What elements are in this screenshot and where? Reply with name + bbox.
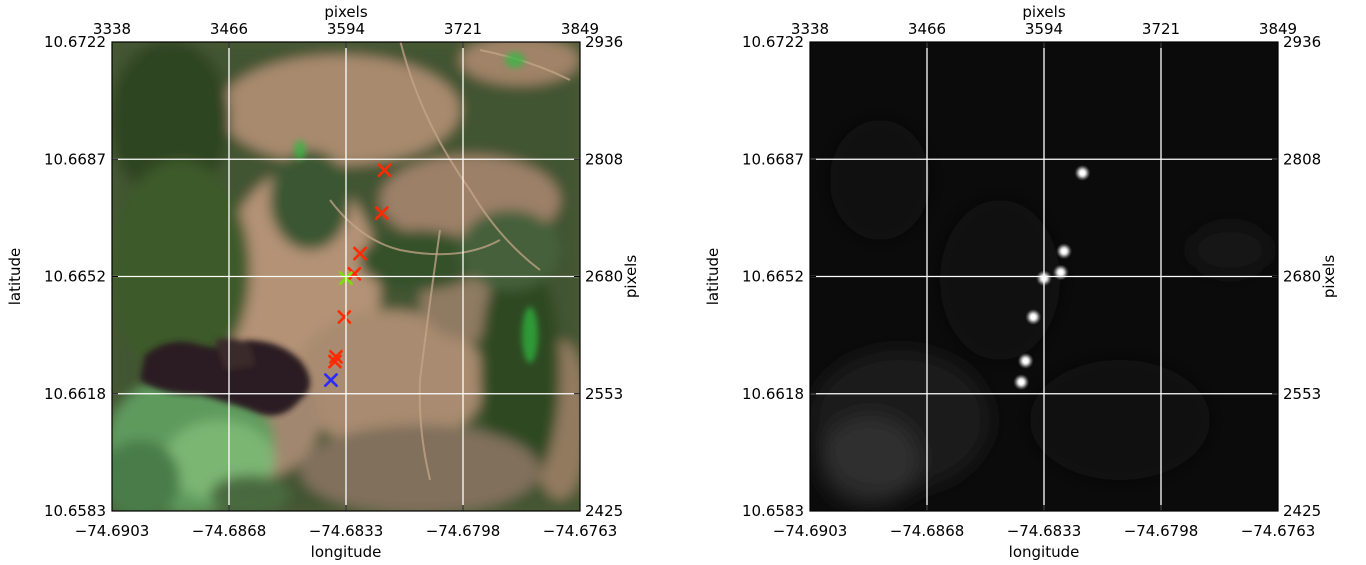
right-tick-label: 2680 (585, 268, 623, 286)
bottom-tick-label: −74.6763 (543, 522, 618, 540)
bottom-axis-label: longitude (311, 543, 382, 561)
grid-lines (810, 42, 1278, 511)
satellite-panel: 3338 3466 3594 3721 3849 pixels −74.6903 −74.68… (6, 3, 640, 561)
satellite-image (112, 42, 580, 511)
top-tick-label: 3466 (908, 20, 946, 38)
top-axis-label: pixels (324, 3, 368, 21)
bright-spot-core (1018, 379, 1024, 385)
right-axis-label: pixels (1320, 255, 1338, 299)
bright-spot-core (1061, 248, 1067, 254)
bottom-tick-label: −74.6798 (426, 522, 501, 540)
bottom-tick-label: −74.6833 (1007, 522, 1082, 540)
top-tick-label: 3849 (561, 20, 599, 38)
top-tick-label: 3594 (327, 20, 365, 38)
bottom-tick-label: −74.6763 (1241, 522, 1316, 540)
bottom-tick-label: −74.6798 (1124, 522, 1199, 540)
bottom-tick-label: −74.6903 (773, 522, 848, 540)
axes-labels: 3338 3466 3594 3721 3849 pixels −74.6903 −74.68… (704, 3, 1338, 561)
left-tick-label: 10.6652 (742, 268, 804, 286)
left-axis-label: latitude (6, 248, 24, 306)
right-tick-label: 2425 (585, 502, 623, 520)
left-axis-label: latitude (704, 248, 722, 306)
right-tick-label: 2553 (585, 385, 623, 403)
left-tick-label: 10.6583 (742, 502, 804, 520)
x-marker (324, 373, 338, 388)
bright-spot-layer (1013, 164, 1091, 391)
x-marker-stroke (337, 310, 352, 324)
top-tick-label: 3849 (1259, 20, 1297, 38)
left-tick-label: 10.6722 (44, 33, 106, 51)
x-marker (377, 163, 392, 178)
right-axis-label: pixels (622, 255, 640, 299)
marker-layer (324, 163, 392, 388)
left-tick-label: 10.6618 (44, 385, 106, 403)
bottom-tick-label: −74.6903 (75, 522, 150, 540)
left-tick-label: 10.6618 (742, 385, 804, 403)
axes-labels: 3338 3466 3594 3721 3849 pixels −74.6903 −74.68… (6, 3, 640, 561)
right-tick-label: 2425 (1283, 502, 1321, 520)
top-tick-label: 3721 (1142, 20, 1180, 38)
x-marker-stroke (374, 206, 389, 220)
right-tick-label: 2808 (585, 150, 623, 168)
x-marker-stroke (377, 163, 392, 178)
bright-spot-core (1030, 314, 1036, 320)
x-marker (353, 246, 367, 261)
grid-lines (112, 42, 580, 511)
x-marker-stroke (347, 266, 362, 281)
bottom-tick-label: −74.6868 (192, 522, 267, 540)
top-tick-label: 3466 (210, 20, 248, 38)
x-marker (347, 266, 362, 281)
right-tick-label: 2936 (585, 33, 623, 51)
bright-spot-core (1058, 269, 1064, 276)
right-tick-label: 2936 (1283, 33, 1321, 51)
left-tick-label: 10.6687 (742, 150, 804, 168)
x-marker (374, 206, 389, 220)
bright-spot-core (1023, 358, 1029, 364)
grayscale-panel: 3338 3466 3594 3721 3849 pixels −74.6903 −74.68… (704, 3, 1338, 561)
x-marker (328, 354, 342, 369)
x-marker (337, 310, 352, 324)
x-marker-stroke (353, 246, 367, 261)
top-tick-label: 3594 (1025, 20, 1063, 38)
top-axis-label: pixels (1022, 3, 1066, 21)
left-tick-label: 10.6687 (44, 150, 106, 168)
top-tick-label: 3721 (444, 20, 482, 38)
bottom-tick-label: −74.6868 (890, 522, 965, 540)
top-tick-label: 3338 (791, 20, 829, 38)
right-tick-label: 2680 (1283, 268, 1321, 286)
bottom-axis-label: longitude (1009, 543, 1080, 561)
left-tick-label: 10.6722 (742, 33, 804, 51)
right-tick-label: 2553 (1283, 385, 1321, 403)
left-tick-label: 10.6583 (44, 502, 106, 520)
left-tick-label: 10.6652 (44, 268, 106, 286)
x-marker-stroke (324, 373, 338, 388)
bottom-tick-label: −74.6833 (309, 522, 384, 540)
x-marker-stroke (328, 354, 342, 369)
bright-spot-core (1079, 170, 1086, 176)
right-tick-label: 2808 (1283, 150, 1321, 168)
top-tick-label: 3338 (93, 20, 131, 38)
